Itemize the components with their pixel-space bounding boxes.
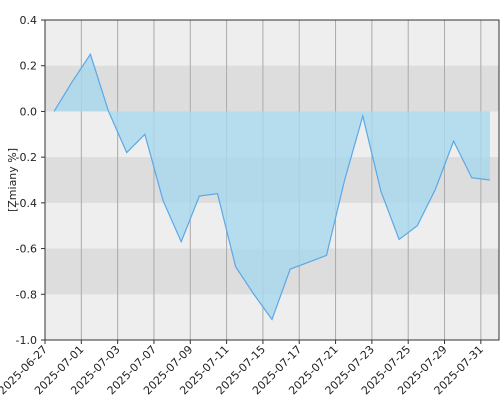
- y-tick-label: -0.8: [16, 288, 37, 301]
- y-tick-label: 0.2: [20, 60, 38, 73]
- y-tick-label: 0.4: [20, 14, 38, 27]
- line: [53, 52, 490, 321]
- y-tick-label: -0.2: [16, 151, 37, 164]
- y-tick-label: -1.0: [16, 334, 37, 347]
- y-tick-label: 0.0: [20, 105, 38, 118]
- grid-band: [45, 65, 499, 112]
- plot-frame: [44, 19, 500, 341]
- y-tick-label: -0.6: [16, 243, 37, 256]
- y-tick-label: -0.4: [16, 197, 37, 210]
- y-axis-label: [Zmiany %]: [6, 148, 19, 212]
- area: [54, 54, 490, 320]
